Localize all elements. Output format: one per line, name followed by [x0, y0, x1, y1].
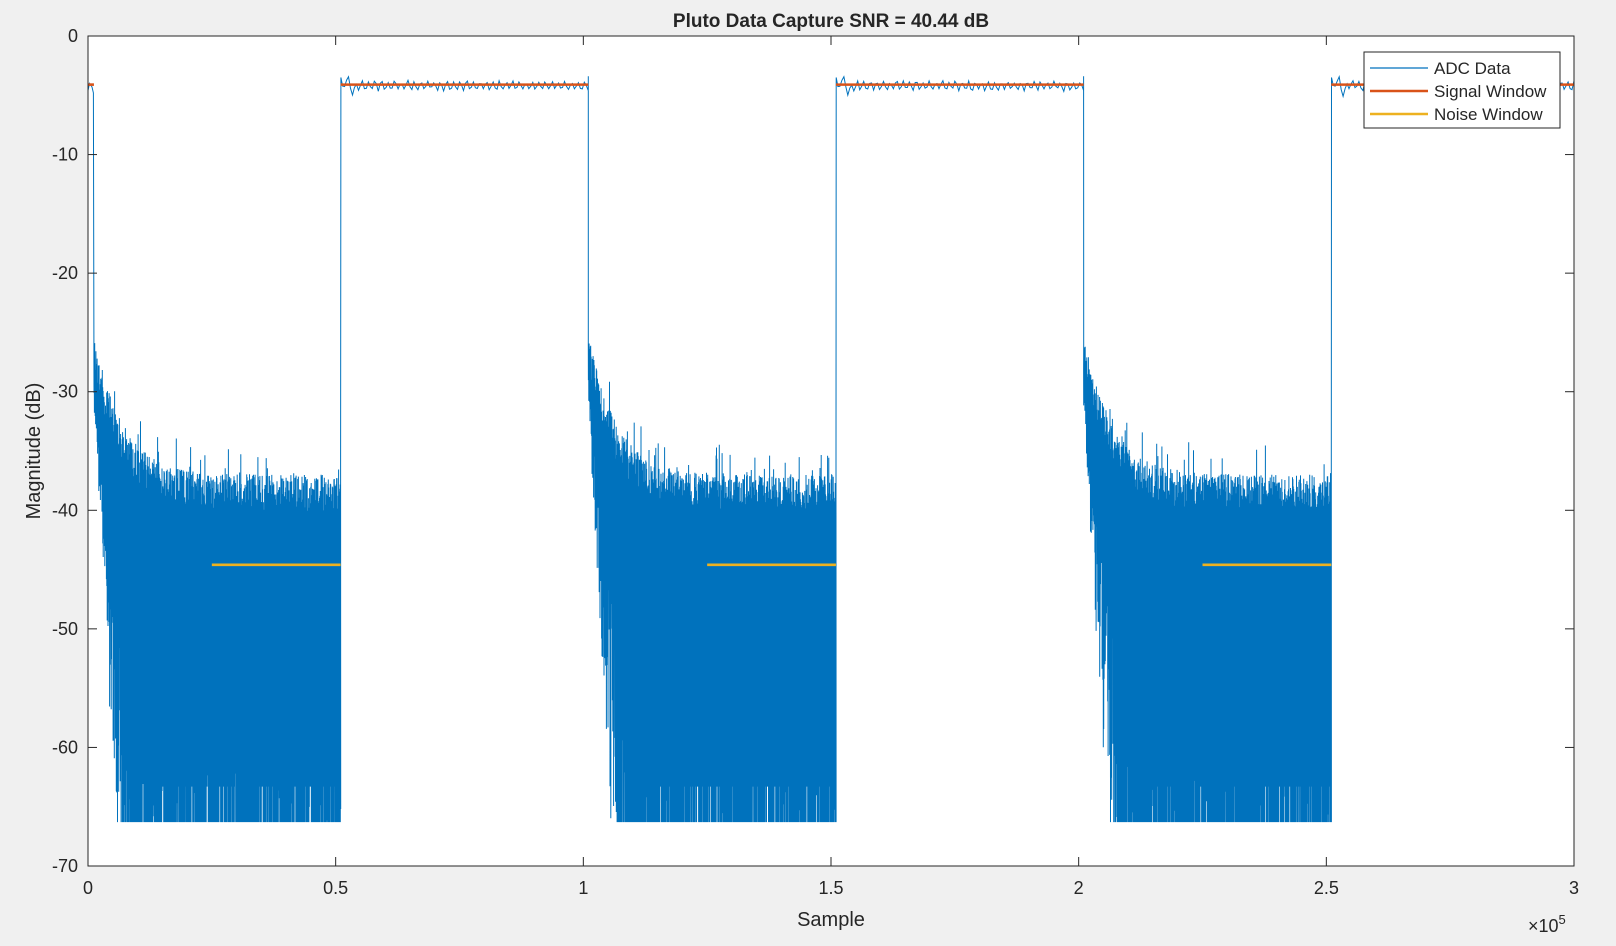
chart-title: Pluto Data Capture SNR = 40.44 dB	[673, 11, 989, 32]
svg-text:×105: ×105	[1528, 912, 1566, 936]
y-tick-label: 0	[68, 26, 78, 46]
x-exponent-base: ×10	[1528, 916, 1559, 936]
x-tick-label: 2	[1074, 878, 1084, 898]
adc-data-line	[87, 74, 1575, 823]
x-tick-label: 1.5	[818, 878, 843, 898]
x-tick-label: 0	[83, 878, 93, 898]
x-exponent-power: 5	[1559, 912, 1566, 927]
x-axis-label: Sample	[797, 909, 865, 931]
y-tick-label: -50	[52, 619, 78, 639]
y-tick-label: -60	[52, 737, 78, 757]
axes-ticks: 0 0.5 1 1.5 2 2.5 3 0 -10 -20 -30 -40 -50 -60 -70	[52, 26, 1579, 898]
y-axis-label: Magnitude (dB)	[23, 383, 45, 520]
legend-label-signal: Signal Window	[1434, 82, 1547, 101]
x-tick-label: 0.5	[323, 878, 348, 898]
y-tick-label: -20	[52, 263, 78, 283]
legend-label-adc: ADC Data	[1434, 59, 1511, 78]
y-tick-label: -30	[52, 382, 78, 402]
plot-area	[87, 74, 1575, 823]
y-tick-label: -10	[52, 145, 78, 165]
x-exponent-label: ×105	[1528, 912, 1566, 936]
y-tick-label: -70	[52, 856, 78, 876]
legend-label-noise: Noise Window	[1434, 105, 1543, 124]
x-tick-label: 2.5	[1314, 878, 1339, 898]
x-tick-label: 1	[578, 878, 588, 898]
legend: ADC Data Signal Window Noise Window	[1363, 51, 1561, 129]
y-tick-label: -40	[52, 500, 78, 520]
x-tick-label: 3	[1569, 878, 1579, 898]
